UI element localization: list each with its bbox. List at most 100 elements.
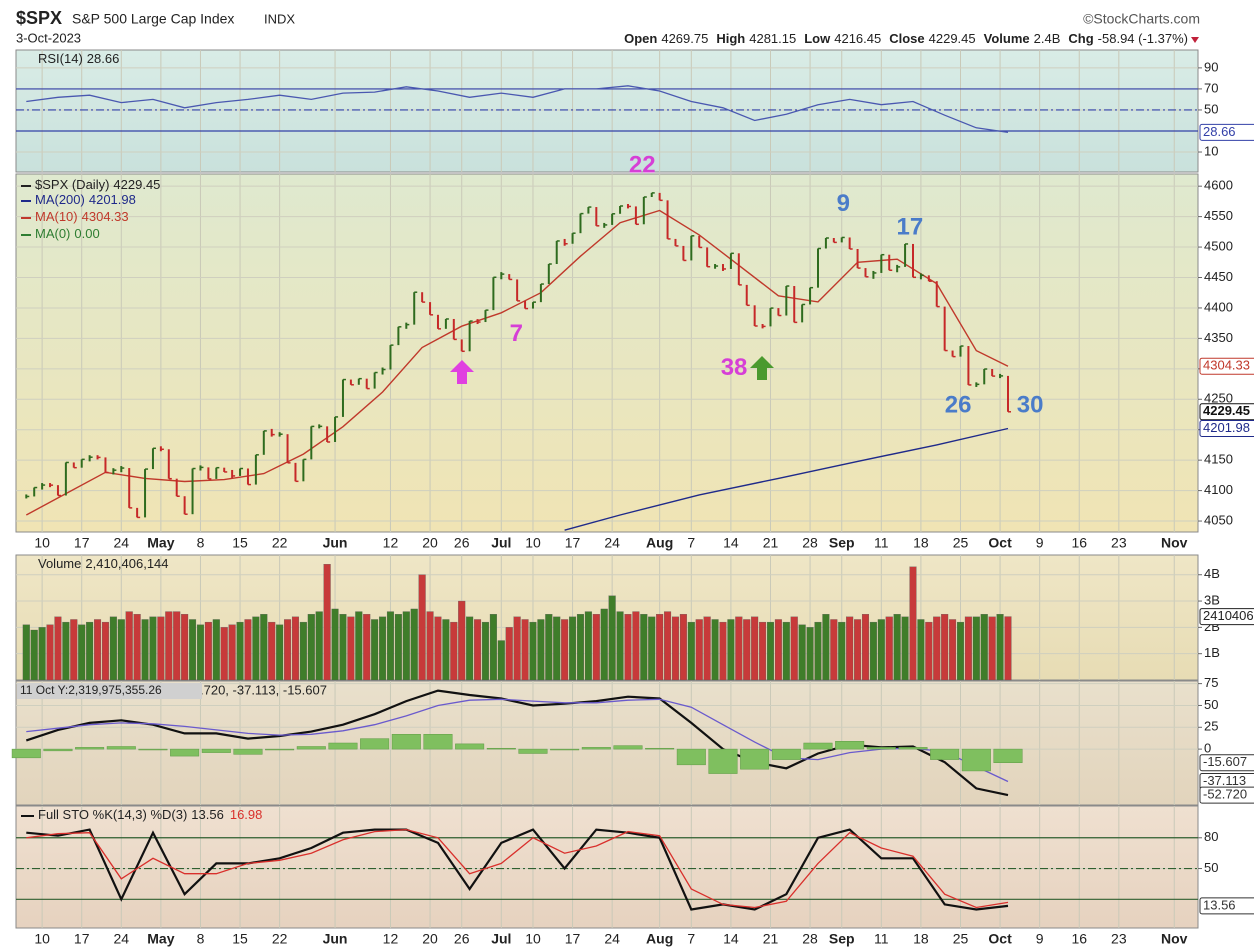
volume-bar bbox=[394, 614, 402, 681]
y-tick-label: 80 bbox=[1204, 829, 1218, 844]
volume-bar bbox=[458, 600, 466, 681]
volume-bar bbox=[949, 619, 957, 681]
x-tick-label: Sep bbox=[829, 535, 855, 551]
x-tick-label: 24 bbox=[114, 535, 130, 551]
histogram-bar bbox=[455, 743, 485, 750]
volume-bar bbox=[94, 619, 102, 681]
volume-bar bbox=[545, 614, 553, 681]
x-tick-label: Aug bbox=[646, 535, 673, 551]
quote-label: Close bbox=[889, 31, 924, 46]
y-tick-label: 4150 bbox=[1204, 452, 1233, 467]
y-tick-label: 50 bbox=[1204, 697, 1218, 712]
volume-bar bbox=[181, 614, 189, 681]
panel bbox=[15, 805, 1199, 929]
volume-bar bbox=[933, 616, 941, 681]
legend-value: 4201.98 bbox=[89, 192, 136, 207]
legend-entry: .720, -37.113, -15.607 bbox=[200, 682, 327, 697]
quote-value: 4269.75 bbox=[661, 31, 708, 46]
histogram-bar bbox=[993, 748, 1023, 763]
legend-name: Full STO %K(14,3) %D(3) bbox=[38, 807, 187, 822]
volume-bar bbox=[759, 621, 767, 681]
histogram-bar bbox=[930, 748, 960, 760]
volume-bar bbox=[687, 621, 695, 681]
volume-bar bbox=[489, 614, 497, 681]
volume-bar bbox=[537, 619, 545, 681]
legend-value: 4229.45 bbox=[113, 177, 160, 192]
histogram-bar bbox=[581, 747, 611, 750]
volume-bar bbox=[402, 611, 410, 681]
x-tick-label: Nov bbox=[1161, 931, 1188, 947]
volume-bar bbox=[806, 627, 814, 681]
moving-average bbox=[564, 427, 1009, 531]
x-tick-label: Jun bbox=[323, 931, 348, 947]
volume-bar bbox=[236, 621, 244, 681]
legend-entry: MA(200) 4201.98 bbox=[35, 192, 136, 207]
value-box bbox=[1199, 420, 1254, 438]
volume-bar bbox=[553, 616, 561, 681]
volume-bar bbox=[576, 614, 584, 681]
x-tick-label: Nov bbox=[1161, 535, 1188, 551]
value-box-label: -37.113 bbox=[1203, 773, 1246, 788]
x-tick-label: 17 bbox=[565, 535, 581, 551]
legend-entry: MA(10) 4304.33 bbox=[35, 209, 129, 224]
source: ©StockCharts.com bbox=[1083, 11, 1200, 27]
volume-bar bbox=[869, 621, 877, 681]
x-tick-label: 8 bbox=[197, 535, 205, 551]
volume-bar bbox=[125, 611, 133, 681]
x-tick-label: 9 bbox=[1036, 931, 1044, 947]
volume-bar bbox=[814, 621, 822, 681]
x-tick-label: Sep bbox=[829, 931, 855, 947]
volume-bar bbox=[608, 595, 616, 681]
volume-bar bbox=[901, 616, 909, 681]
volume-bar bbox=[307, 614, 315, 681]
histogram-bar bbox=[75, 747, 105, 750]
x-tick-label: 18 bbox=[913, 535, 929, 551]
volume-bar bbox=[474, 619, 482, 681]
volume-bar bbox=[592, 614, 600, 681]
legend-name: MA(0) bbox=[35, 226, 70, 241]
x-tick-label: 10 bbox=[525, 535, 541, 551]
value-box-label: 4229.45 bbox=[1203, 403, 1250, 418]
x-tick-label: 15 bbox=[232, 535, 248, 551]
indicator-line bbox=[26, 828, 1009, 911]
y-tick-label: 4500 bbox=[1204, 238, 1233, 253]
volume-bar bbox=[529, 621, 537, 681]
legend-entry: MA(0) 0.00 bbox=[35, 226, 100, 241]
histogram-bar bbox=[645, 747, 675, 750]
volume-bar bbox=[956, 621, 965, 681]
exchange: INDX bbox=[264, 11, 295, 26]
x-tick-label: 10 bbox=[34, 535, 50, 551]
x-tick-label: 14 bbox=[723, 931, 739, 947]
y-tick-label: 4350 bbox=[1204, 330, 1233, 345]
wave-label: 17 bbox=[896, 214, 923, 241]
date: 3-Oct-2023 bbox=[16, 30, 81, 45]
histogram-bar bbox=[265, 748, 295, 751]
value-box bbox=[1199, 123, 1254, 141]
volume-bar bbox=[355, 611, 363, 681]
value-box-label: 4201.98 bbox=[1203, 420, 1250, 435]
volume-bar bbox=[671, 616, 679, 681]
volume-bar bbox=[679, 614, 687, 681]
x-tick-label: 17 bbox=[74, 931, 90, 947]
volume-bar bbox=[86, 621, 94, 681]
histogram-bar bbox=[170, 748, 200, 757]
volume-bar bbox=[980, 614, 988, 681]
x-tick-label: 22 bbox=[272, 535, 288, 551]
volume-bar bbox=[38, 627, 46, 681]
x-tick-label: 21 bbox=[763, 931, 779, 947]
x-tick-label: 24 bbox=[604, 535, 620, 551]
histogram-bar bbox=[708, 748, 738, 774]
legend-value: 0.00 bbox=[74, 226, 99, 241]
y-tick-label: 75 bbox=[1204, 675, 1218, 690]
x-tick-label: 21 bbox=[763, 535, 779, 551]
y-tick-label: 4400 bbox=[1204, 299, 1233, 314]
volume-bar bbox=[173, 611, 181, 681]
histogram-bar bbox=[835, 741, 865, 750]
volume-bar bbox=[481, 621, 489, 681]
volume-bar bbox=[466, 616, 474, 681]
volume-bar bbox=[497, 640, 505, 681]
x-tick-label: 12 bbox=[383, 931, 399, 947]
volume-bar bbox=[363, 614, 371, 681]
volume-bar bbox=[165, 611, 173, 681]
histogram-bar bbox=[866, 747, 896, 750]
